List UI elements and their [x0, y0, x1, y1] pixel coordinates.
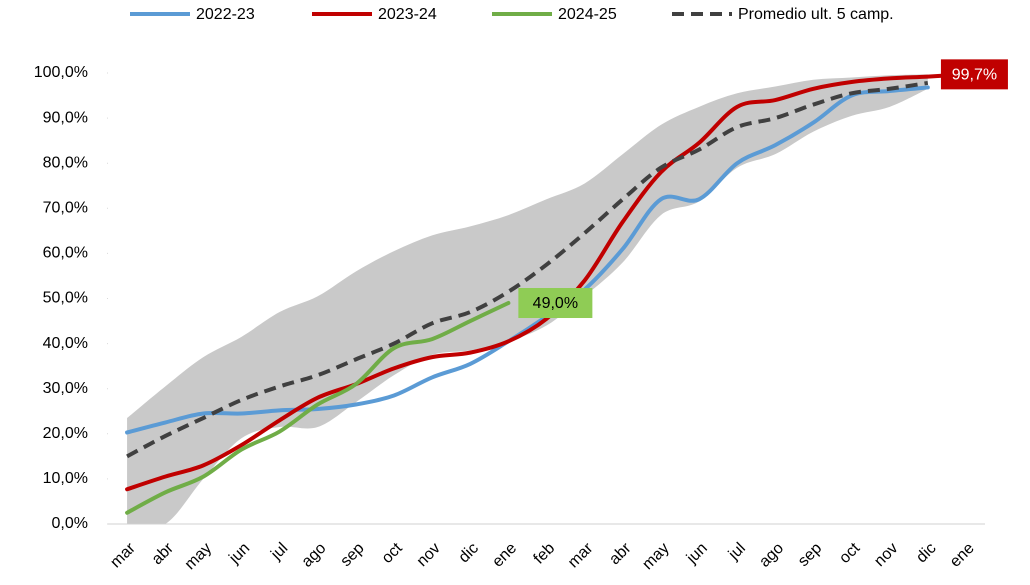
x-tick-label: jun [225, 540, 253, 568]
x-tick-label: mar [565, 539, 597, 571]
series-line [125, 85, 930, 435]
x-tick-label: ene [489, 540, 520, 571]
x-tick-label: mar [107, 539, 139, 571]
value-label: 99,7% [952, 67, 997, 84]
series-line [125, 72, 968, 492]
x-tick-label: nov [414, 540, 444, 570]
x-tick-label: jul [725, 540, 749, 564]
x-tick-label: dic [456, 540, 482, 566]
value-label-box [940, 59, 1008, 90]
x-tick-label: abr [606, 539, 635, 568]
x-tick-label: ene [947, 540, 978, 571]
x-tick-label: may [182, 540, 215, 573]
x-tick-label: sep [795, 540, 825, 570]
y-tick-label: 50,0% [43, 290, 88, 307]
legend-label: 2023-24 [378, 6, 437, 23]
x-tick-label: jul [267, 540, 291, 564]
y-tick-label: 40,0% [43, 335, 88, 352]
x-tick-label: oct [836, 539, 864, 567]
y-tick-label: 60,0% [43, 245, 88, 262]
y-tick-label: 30,0% [43, 380, 88, 397]
y-tick-label: 10,0% [43, 470, 88, 487]
series-line [126, 80, 929, 459]
y-tick-label: 80,0% [43, 154, 88, 171]
legend-label: Promedio ult. 5 camp. [738, 6, 894, 23]
x-tick-label: may [639, 540, 672, 573]
x-tick-label: feb [531, 540, 559, 568]
x-tick-label: ago [299, 540, 330, 571]
y-tick-label: 70,0% [43, 200, 88, 217]
x-tick-label: ago [756, 540, 787, 571]
legend-label: 2024-25 [558, 6, 617, 23]
x-tick-label: abr [149, 539, 178, 568]
legend-label: 2022-23 [196, 6, 255, 23]
x-tick-label: nov [871, 540, 901, 570]
x-tick-label: oct [379, 539, 407, 567]
y-tick-label: 20,0% [43, 425, 88, 442]
y-tick-label: 90,0% [43, 109, 88, 126]
value-label-box [518, 288, 593, 319]
y-tick-label: 0,0% [52, 515, 88, 532]
value-label: 49,0% [533, 295, 578, 312]
y-tick-label: 100,0% [34, 64, 88, 81]
x-tick-label: sep [337, 540, 367, 570]
series-line [125, 301, 511, 515]
x-tick-label: dic [913, 540, 939, 566]
x-tick-label: jun [683, 540, 711, 568]
